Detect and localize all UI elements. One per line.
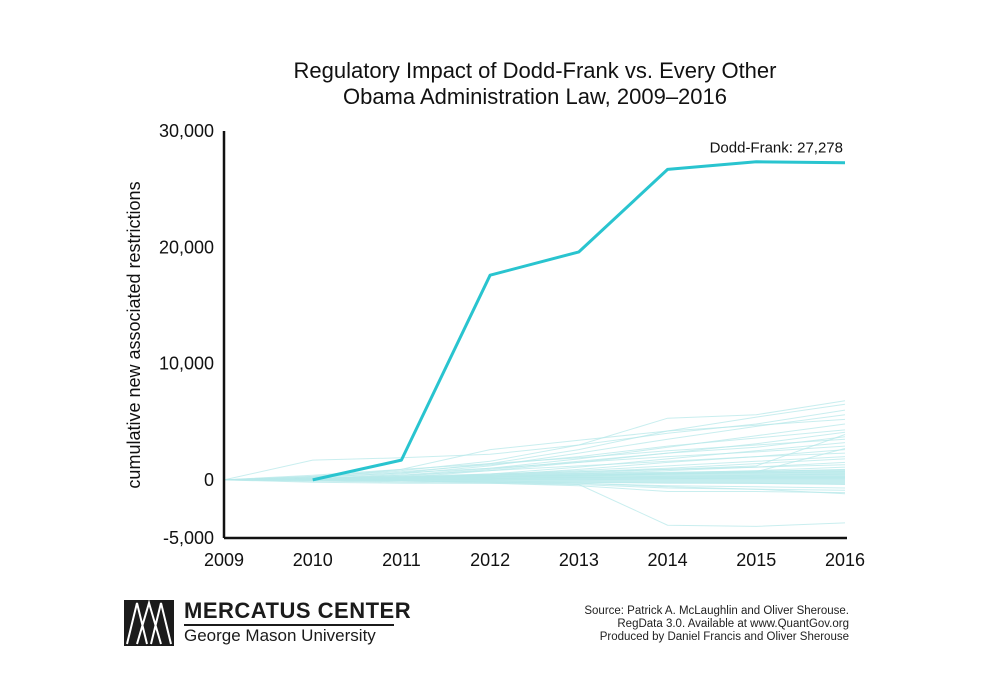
chart-title-line-2: Obama Administration Law, 2009–2016 [343,84,727,109]
y-tick-label: -5,000 [163,528,214,548]
y-tick-labels: -5,000 0 10,000 20,000 30,000 [159,121,214,548]
x-tick-label: 2012 [470,550,510,570]
x-tick-label: 2009 [204,550,244,570]
background-series-line-28 [223,479,846,494]
x-tick-label: 2015 [736,550,776,570]
background-series-group [223,400,846,527]
source-note: Source: Patrick A. McLaughlin and Oliver… [584,605,849,644]
x-tick-label: 2016 [825,550,865,570]
logo-divider [184,624,394,626]
y-tick-label: 10,000 [159,354,214,374]
org-name: MERCATUS CENTER [184,598,412,623]
y-tick-label: 0 [204,470,214,490]
highlight-series-group [312,160,846,482]
chart-title-line-1: Regulatory Impact of Dodd-Frank vs. Ever… [294,58,777,83]
x-tick-label: 2011 [382,550,421,570]
source-line-2: RegData 3.0. Available at www.QuantGov.o… [617,618,849,630]
background-dense-band [224,469,845,485]
series-line-dodd-frank [312,160,846,482]
org-subtitle: George Mason University [184,626,376,645]
x-tick-label: 2010 [293,550,333,570]
y-tick-label: 30,000 [159,121,214,141]
source-line-3: Produced by Daniel Francis and Oliver Sh… [599,631,849,643]
x-tick-label: 2013 [559,550,599,570]
background-series-line-9 [223,438,846,481]
chart-annotations: Dodd-Frank: 27,278 [710,140,843,157]
source-line-1: Source: Patrick A. McLaughlin and Oliver… [584,605,849,617]
background-series-line-2 [223,409,846,481]
background-series-line-30 [223,479,846,527]
mercatus-logo: MERCATUS CENTER George Mason University [124,598,414,648]
x-tick-label: 2014 [648,550,688,570]
mercatus-logo-icon [124,600,174,646]
x-tick-labels: 2009 2010 2011 2012 2013 2014 2015 2016 [204,550,865,570]
y-tick-label: 20,000 [159,237,214,257]
annotation-label: Dodd-Frank: 27,278 [710,140,843,157]
y-axis-label: cumulative new associated restrictions [124,181,144,488]
